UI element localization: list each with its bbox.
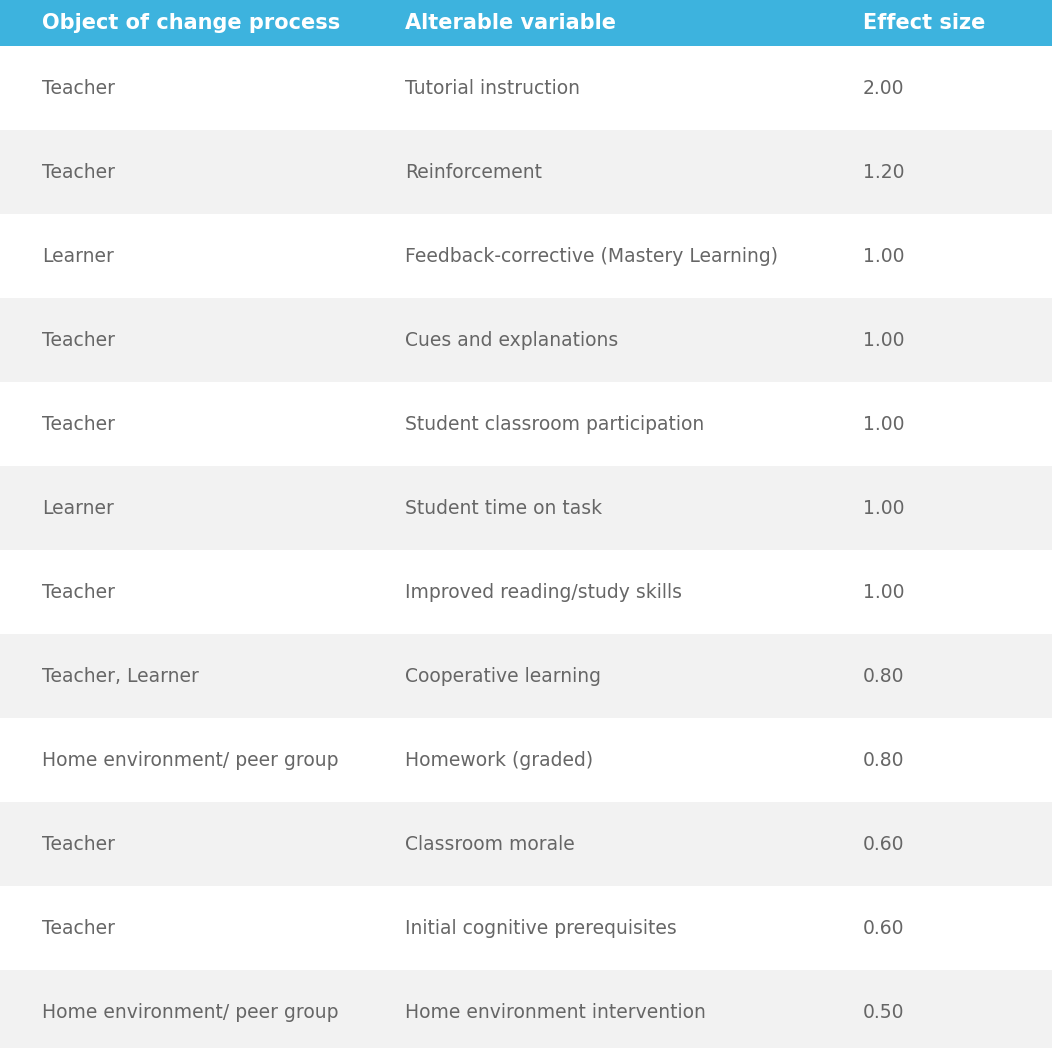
Text: 0.80: 0.80 <box>863 667 904 685</box>
Bar <box>0 0 1052 46</box>
Text: Teacher, Learner: Teacher, Learner <box>42 667 199 685</box>
Text: Home environment/ peer group: Home environment/ peer group <box>42 1003 339 1022</box>
Bar <box>0 886 1052 970</box>
Text: Feedback-corrective (Mastery Learning): Feedback-corrective (Mastery Learning) <box>405 246 778 265</box>
Bar <box>0 802 1052 886</box>
Text: Homework (graded): Homework (graded) <box>405 750 593 769</box>
Text: 1.00: 1.00 <box>863 499 904 518</box>
Text: Cues and explanations: Cues and explanations <box>405 330 619 349</box>
Text: Home environment intervention: Home environment intervention <box>405 1003 706 1022</box>
Text: 0.60: 0.60 <box>863 834 904 853</box>
Text: 2.00: 2.00 <box>863 79 904 97</box>
Text: Teacher: Teacher <box>42 834 115 853</box>
Text: 0.50: 0.50 <box>863 1003 904 1022</box>
Bar <box>0 634 1052 718</box>
Text: Teacher: Teacher <box>42 162 115 181</box>
Text: 0.80: 0.80 <box>863 750 904 769</box>
Bar <box>0 214 1052 298</box>
Text: Teacher: Teacher <box>42 79 115 97</box>
Text: Student time on task: Student time on task <box>405 499 602 518</box>
Bar <box>0 550 1052 634</box>
Text: Alterable variable: Alterable variable <box>405 13 616 32</box>
Bar <box>0 718 1052 802</box>
Text: 1.00: 1.00 <box>863 330 904 349</box>
Text: 1.00: 1.00 <box>863 246 904 265</box>
Bar <box>0 466 1052 550</box>
Bar <box>0 130 1052 214</box>
Text: Teacher: Teacher <box>42 918 115 938</box>
Text: Effect size: Effect size <box>863 13 985 32</box>
Text: Student classroom participation: Student classroom participation <box>405 415 704 434</box>
Text: Improved reading/study skills: Improved reading/study skills <box>405 583 682 602</box>
Bar <box>0 383 1052 466</box>
Bar <box>0 298 1052 383</box>
Text: Teacher: Teacher <box>42 415 115 434</box>
Bar <box>0 970 1052 1048</box>
Text: 0.60: 0.60 <box>863 918 904 938</box>
Text: Teacher: Teacher <box>42 330 115 349</box>
Text: Initial cognitive prerequisites: Initial cognitive prerequisites <box>405 918 676 938</box>
Text: Object of change process: Object of change process <box>42 13 341 32</box>
Text: Cooperative learning: Cooperative learning <box>405 667 601 685</box>
Bar <box>0 46 1052 130</box>
Text: Home environment/ peer group: Home environment/ peer group <box>42 750 339 769</box>
Text: Tutorial instruction: Tutorial instruction <box>405 79 580 97</box>
Text: 1.20: 1.20 <box>863 162 904 181</box>
Text: Learner: Learner <box>42 246 114 265</box>
Text: Teacher: Teacher <box>42 583 115 602</box>
Text: Reinforcement: Reinforcement <box>405 162 542 181</box>
Text: 1.00: 1.00 <box>863 415 904 434</box>
Text: Learner: Learner <box>42 499 114 518</box>
Text: 1.00: 1.00 <box>863 583 904 602</box>
Text: Classroom morale: Classroom morale <box>405 834 574 853</box>
